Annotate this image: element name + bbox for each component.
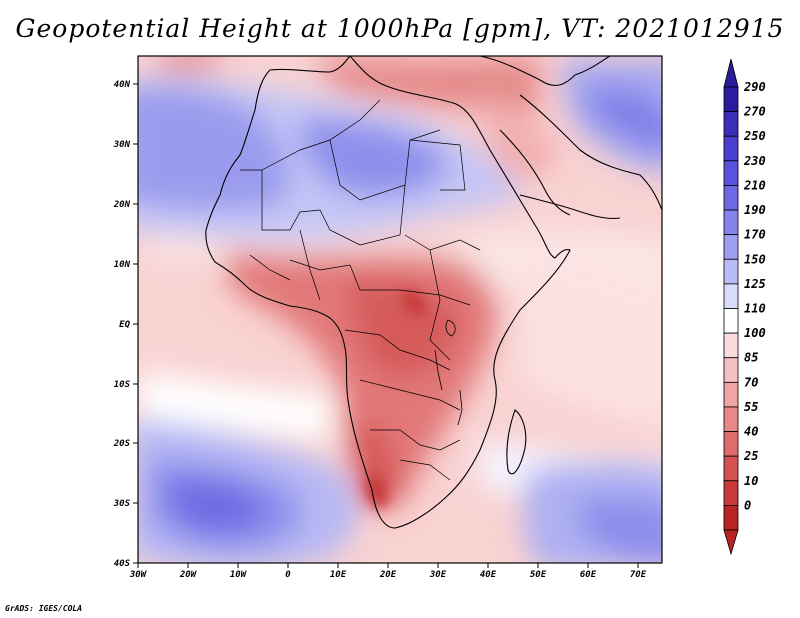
- credit-label: GrADS: IGES/COLA: [5, 604, 83, 613]
- colorbar-swatch: [723, 381, 739, 408]
- lat-label: 40N: [114, 80, 131, 90]
- colorbar-swatch: [723, 308, 739, 334]
- colorbar-swatch: [723, 431, 739, 457]
- lon-label: 30E: [429, 570, 447, 580]
- colorbar-swatch: [723, 480, 739, 506]
- lon-label: 10E: [330, 570, 347, 580]
- colorbar-swatch: [723, 332, 739, 359]
- lon-label: 0: [285, 570, 291, 580]
- colorbar-label: 270: [743, 105, 766, 119]
- colorbar-swatch: [723, 258, 739, 285]
- lat-label: 20N: [113, 200, 131, 210]
- lon-label: 20W: [179, 570, 198, 580]
- colorbar-bottom-arrow: [723, 529, 739, 556]
- lat-label: 30N: [113, 140, 131, 150]
- colorbar-label: 150: [744, 252, 766, 266]
- colorbar-label: 125: [744, 277, 766, 291]
- colorbar-label: 230: [743, 154, 766, 168]
- colorbar-label: 0: [744, 498, 751, 512]
- lat-label: 20S: [113, 439, 131, 449]
- lat-label: 10S: [114, 380, 131, 390]
- colorbar-swatch: [723, 283, 739, 309]
- colorbar-swatch: [723, 504, 739, 531]
- coastlines: [205, 56, 662, 529]
- colorbar-label: 190: [744, 203, 766, 217]
- lon-label: 40E: [480, 570, 497, 580]
- colorbar-label: 10: [744, 474, 758, 488]
- colorbar-label: 100: [744, 326, 766, 340]
- colorbar-label: 85: [744, 351, 758, 365]
- colorbar-label: 110: [744, 302, 766, 316]
- axis-ticks: [133, 83, 639, 568]
- lon-label: 30W: [129, 570, 148, 580]
- colorbar-swatch: [723, 185, 739, 211]
- colorbar-label: 55: [744, 400, 758, 414]
- colorbar-swatch: [723, 234, 739, 260]
- height-field: [138, 56, 662, 563]
- colorbar-swatch: [723, 455, 739, 482]
- colorbar-label: 70: [744, 375, 758, 389]
- colorbar: 2902702502302101901701501251101008570554…: [723, 58, 766, 556]
- colorbar-label: 250: [743, 129, 766, 143]
- lat-label: 40S: [114, 559, 131, 569]
- colorbar-swatch: [723, 357, 739, 383]
- colorbar-label: 170: [744, 228, 766, 242]
- colorbar-swatch: [723, 86, 739, 113]
- lon-label: 70E: [630, 570, 647, 580]
- map-frame: [137, 55, 663, 564]
- colorbar-top-arrow: [723, 58, 739, 88]
- colorbar-label: 25: [743, 449, 758, 463]
- lon-label: 50E: [530, 570, 547, 580]
- lon-label: 20E: [379, 570, 397, 580]
- country-borders: [240, 99, 481, 481]
- colorbar-swatch: [723, 209, 739, 236]
- colorbar-label: 290: [743, 80, 766, 94]
- lakes: [434, 319, 463, 426]
- colorbar-label: 40: [744, 425, 758, 439]
- lat-label: 30S: [113, 499, 131, 509]
- lat-label: EQ: [119, 320, 130, 330]
- lat-labels: 40N 30N 20N 10N EQ 10S 20S 30S 40S: [113, 80, 131, 569]
- lon-label: 10W: [230, 570, 248, 580]
- lon-labels: 30W 20W 10W 0 10E 20E 30E 40E 50E 60E 70…: [129, 570, 647, 580]
- lat-label: 10N: [114, 260, 131, 270]
- map-title: Geopotential Height at 1000hPa [gpm], VT…: [15, 14, 785, 43]
- colorbar-swatch: [723, 406, 739, 432]
- colorbar-label: 210: [743, 178, 766, 192]
- colorbar-swatch: [723, 160, 739, 186]
- lon-label: 60E: [580, 570, 597, 580]
- colorbar-swatch: [723, 111, 739, 137]
- colorbar-swatch: [723, 135, 739, 162]
